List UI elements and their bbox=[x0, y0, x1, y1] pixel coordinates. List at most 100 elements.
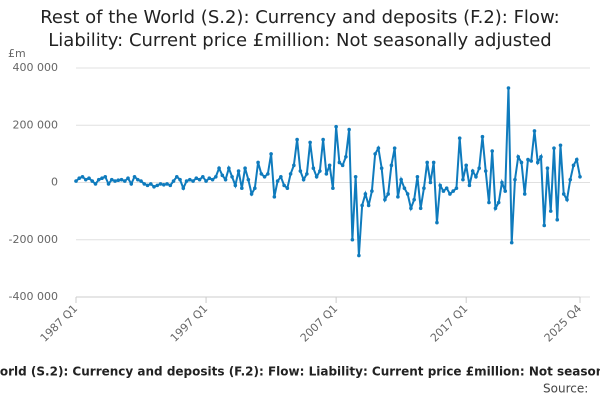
y-tick-label: 0 bbox=[51, 176, 58, 189]
point bbox=[444, 186, 449, 191]
point bbox=[275, 179, 280, 183]
point bbox=[282, 183, 286, 188]
y-axis-label: £m bbox=[8, 47, 26, 60]
point bbox=[344, 154, 348, 159]
point bbox=[279, 174, 283, 179]
point bbox=[324, 172, 329, 176]
x-tick-label: 1997 Q1 bbox=[168, 302, 211, 345]
point bbox=[181, 186, 186, 191]
point bbox=[545, 166, 550, 170]
point bbox=[230, 174, 234, 179]
point bbox=[555, 217, 560, 222]
point bbox=[353, 174, 358, 179]
point bbox=[438, 183, 442, 188]
point bbox=[214, 174, 218, 179]
point bbox=[548, 209, 553, 213]
point bbox=[240, 186, 244, 191]
point bbox=[288, 172, 293, 176]
point bbox=[483, 169, 488, 173]
point bbox=[422, 186, 426, 191]
point bbox=[321, 137, 325, 142]
point bbox=[77, 176, 82, 181]
point bbox=[158, 182, 163, 186]
point bbox=[457, 136, 462, 140]
point bbox=[227, 166, 231, 170]
x-tick-label: 2017 Q1 bbox=[428, 302, 471, 345]
point bbox=[100, 176, 104, 181]
point bbox=[500, 180, 504, 185]
point bbox=[386, 192, 390, 196]
point bbox=[464, 163, 468, 168]
point bbox=[103, 174, 108, 179]
point bbox=[305, 172, 309, 176]
point bbox=[412, 197, 416, 202]
point bbox=[542, 223, 547, 228]
point bbox=[74, 179, 78, 183]
x-tick-label: 2025 Q4 bbox=[542, 302, 585, 345]
point bbox=[470, 169, 475, 173]
point bbox=[253, 186, 257, 191]
point bbox=[126, 176, 130, 181]
point bbox=[148, 182, 153, 186]
point bbox=[441, 189, 446, 193]
point bbox=[574, 157, 579, 162]
point bbox=[405, 192, 410, 196]
point bbox=[90, 179, 95, 183]
point bbox=[194, 176, 199, 181]
point bbox=[132, 174, 137, 179]
point bbox=[210, 177, 215, 182]
point bbox=[529, 159, 534, 163]
point bbox=[402, 186, 407, 191]
point bbox=[418, 206, 423, 211]
point bbox=[285, 186, 290, 191]
point bbox=[376, 146, 381, 150]
point bbox=[165, 182, 169, 186]
point bbox=[558, 143, 563, 148]
point bbox=[539, 154, 543, 159]
source: Source: bbox=[543, 382, 588, 396]
point bbox=[318, 169, 322, 173]
point bbox=[396, 195, 400, 199]
point bbox=[109, 177, 114, 182]
point bbox=[217, 166, 221, 170]
point bbox=[409, 206, 413, 211]
point bbox=[262, 174, 267, 179]
point bbox=[168, 183, 173, 188]
point bbox=[340, 163, 345, 168]
point bbox=[363, 192, 368, 196]
point bbox=[516, 154, 521, 159]
point bbox=[480, 134, 485, 139]
point bbox=[522, 192, 527, 196]
point bbox=[490, 149, 495, 153]
point bbox=[223, 177, 228, 182]
point bbox=[119, 177, 124, 182]
point bbox=[96, 177, 101, 182]
point bbox=[188, 177, 192, 182]
point bbox=[477, 166, 482, 170]
point bbox=[269, 152, 273, 156]
point bbox=[155, 183, 160, 188]
point bbox=[152, 184, 156, 189]
point bbox=[366, 203, 371, 208]
point bbox=[129, 182, 134, 186]
point bbox=[80, 174, 85, 179]
point bbox=[578, 174, 582, 179]
point bbox=[347, 127, 351, 132]
x-tick-label: 1987 Q1 bbox=[38, 302, 81, 345]
point bbox=[220, 173, 225, 178]
point bbox=[135, 177, 140, 182]
point bbox=[139, 179, 143, 183]
point bbox=[509, 240, 514, 245]
point bbox=[389, 163, 394, 168]
point bbox=[161, 182, 166, 187]
point bbox=[474, 174, 478, 179]
point bbox=[204, 179, 208, 183]
point bbox=[357, 253, 361, 258]
point bbox=[565, 197, 569, 202]
point bbox=[451, 189, 455, 193]
point bbox=[191, 179, 195, 183]
point bbox=[334, 124, 338, 129]
point bbox=[327, 163, 332, 168]
